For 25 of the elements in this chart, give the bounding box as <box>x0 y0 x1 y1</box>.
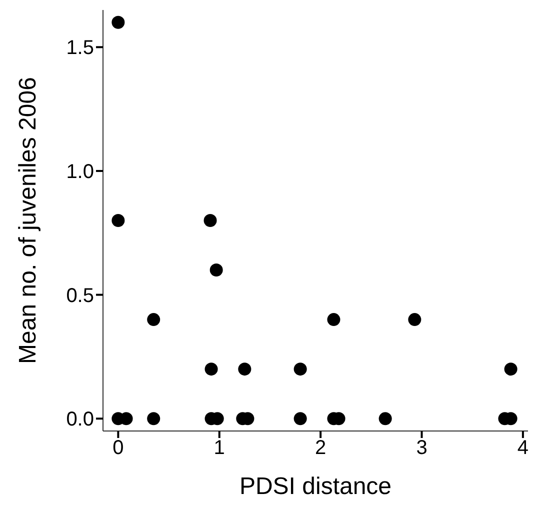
point <box>210 264 223 277</box>
point <box>504 362 518 376</box>
point <box>204 214 217 227</box>
x-tick-label: 2 <box>314 437 326 460</box>
point <box>204 362 218 376</box>
point <box>238 362 252 376</box>
y-axis-title: Mean no. of juveniles 2006 <box>14 77 42 364</box>
x-tick-label: 3 <box>416 437 428 460</box>
point <box>378 412 392 426</box>
x-tick-label: 0 <box>112 437 124 460</box>
point <box>147 313 160 326</box>
point <box>294 412 307 426</box>
point <box>112 214 125 227</box>
y-tick-label: 1.5 <box>66 37 94 60</box>
point <box>408 313 422 326</box>
point <box>112 16 125 29</box>
x-tick-label: 4 <box>517 437 529 460</box>
y-tick-label: 1.0 <box>66 161 94 184</box>
x-tick-label: 1 <box>214 437 225 460</box>
point <box>327 313 340 326</box>
point <box>294 362 307 376</box>
point <box>147 412 160 426</box>
y-tick-label: 0.5 <box>66 284 94 307</box>
x-axis-title: PDSI distance <box>239 473 392 500</box>
y-tick-label: 0.0 <box>66 408 94 431</box>
